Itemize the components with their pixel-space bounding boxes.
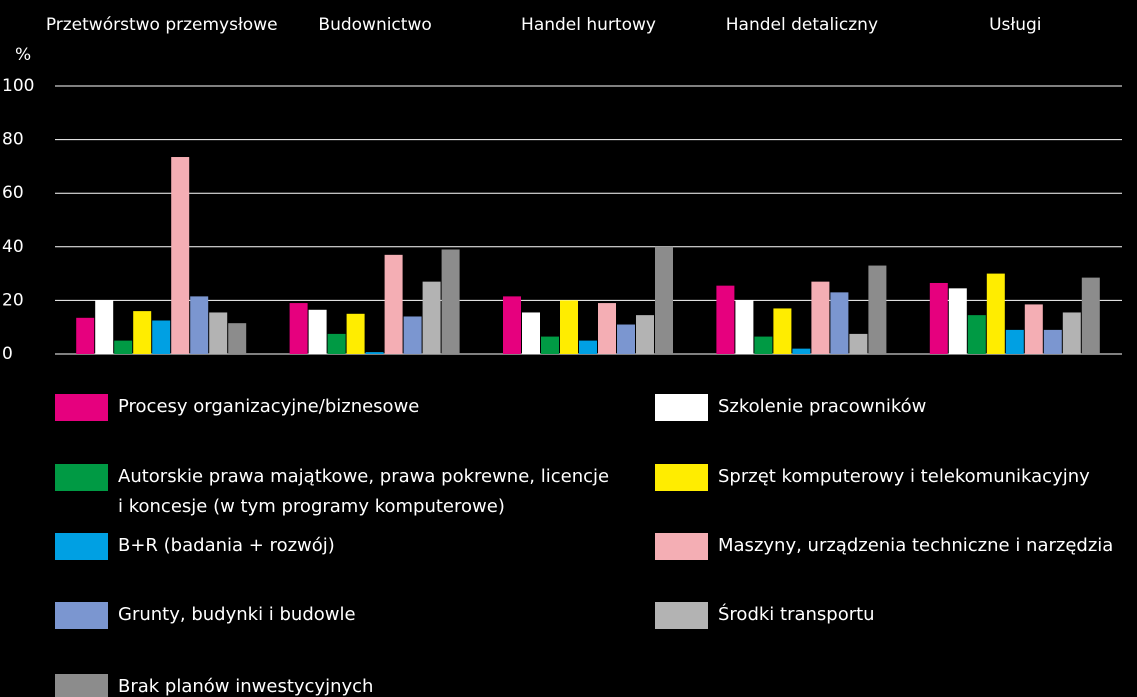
bar <box>754 336 773 354</box>
legend-item: Brak planów inwestycyjnych <box>55 674 618 697</box>
bar <box>1043 329 1062 354</box>
y-tick-label: 100 <box>2 76 34 96</box>
bar <box>716 285 735 354</box>
bar <box>579 340 597 354</box>
bar <box>503 296 521 354</box>
legend-item: Grunty, budynki i budowle <box>55 602 618 630</box>
legend-label: Szkolenie pracowników <box>718 396 927 417</box>
bar <box>967 315 986 354</box>
y-tick-label: 60 <box>2 183 24 203</box>
legend-swatch <box>655 394 708 421</box>
bar <box>849 333 868 354</box>
bar <box>830 292 849 354</box>
category-label: Przetwórstwo przemysłowe <box>46 15 278 35</box>
bar <box>209 312 228 354</box>
bar <box>1024 304 1043 354</box>
legend-label: B+R (badania + rozwój) <box>118 535 335 556</box>
y-tick-label: 0 <box>2 344 13 364</box>
bar <box>617 324 635 354</box>
legend-item: Szkolenie pracowników <box>655 394 1137 422</box>
bar <box>636 315 654 354</box>
category-label: Usługi <box>989 15 1041 35</box>
bar <box>811 281 830 354</box>
bar <box>308 309 327 354</box>
bar <box>76 317 95 354</box>
legend-swatch <box>55 533 108 560</box>
bar <box>95 300 114 354</box>
legend-label: Grunty, budynki i budowle <box>118 604 356 625</box>
legend-item: Sprzęt komputerowy i telekomunikacyjny <box>655 464 1137 492</box>
bar <box>929 282 948 354</box>
legend-item: Autorskie prawa majątkowe, prawa pokrewn… <box>55 464 618 522</box>
category-label: Handel detaliczny <box>726 15 878 35</box>
bar <box>541 336 559 354</box>
bar <box>228 323 247 354</box>
bar <box>190 296 209 354</box>
chart: % 0 20 40 60 80 100 Przetwórstwo przemysłowe Bu… <box>2 15 1122 364</box>
bar <box>1062 312 1081 354</box>
bar <box>152 320 171 354</box>
legend-swatch <box>55 602 108 629</box>
bar <box>986 273 1005 354</box>
bar <box>422 281 441 354</box>
bar <box>1005 329 1024 354</box>
legend-label: Autorskie prawa majątkowe, prawa pokrewn… <box>118 466 610 517</box>
bar <box>346 313 365 354</box>
legend-label: Brak planów inwestycyjnych <box>118 676 374 697</box>
bar <box>948 288 967 354</box>
legend-swatch <box>55 464 108 491</box>
bar <box>171 157 190 354</box>
legend-label: Procesy organizacyjne/biznesowe <box>118 396 420 417</box>
category-label: Budownictwo <box>318 15 431 35</box>
bar <box>655 246 673 354</box>
bar <box>773 308 792 354</box>
bar <box>868 265 887 354</box>
bar <box>403 316 422 354</box>
y-tick-label: 40 <box>2 237 24 257</box>
y-tick-label: 80 <box>2 130 24 150</box>
bar <box>1081 277 1100 354</box>
category-label: Handel hurtowy <box>521 15 656 35</box>
legend-swatch <box>655 602 708 629</box>
legend-swatch <box>655 533 708 560</box>
legend-item: B+R (badania + rozwój) <box>55 533 618 561</box>
legend-swatch <box>655 464 708 491</box>
legend-label: Sprzęt komputerowy i telekomunikacyjny <box>718 466 1090 487</box>
bar <box>792 348 811 354</box>
y-axis-label: % <box>15 45 31 65</box>
bar <box>441 249 460 354</box>
bar <box>560 300 578 354</box>
legend-label: Środki transportu <box>718 604 875 625</box>
legend-swatch <box>55 674 108 697</box>
legend-item: Maszyny, urządzenia techniczne i narzędz… <box>655 533 1137 561</box>
bar <box>735 300 754 354</box>
legend-item: Procesy organizacyjne/biznesowe <box>55 394 618 422</box>
legend-item: Środki transportu <box>655 602 1137 630</box>
bar <box>598 303 616 354</box>
bar <box>365 352 384 354</box>
bar <box>522 312 540 354</box>
bar <box>327 333 346 354</box>
legend-label: Maszyny, urządzenia techniczne i narzędz… <box>718 535 1114 556</box>
bar <box>133 311 152 354</box>
legend-swatch <box>55 394 108 421</box>
y-tick-label: 20 <box>2 290 24 310</box>
bar <box>289 303 308 354</box>
bar <box>114 340 133 354</box>
bar <box>384 254 403 354</box>
